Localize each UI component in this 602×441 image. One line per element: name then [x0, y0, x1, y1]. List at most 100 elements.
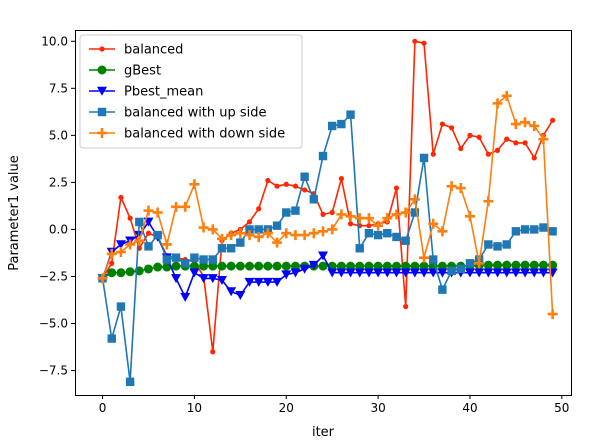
x-axis: 0 10 20 30 40 50	[99, 395, 569, 415]
data-point	[513, 140, 519, 146]
data-point	[226, 230, 237, 241]
data-point	[531, 155, 537, 161]
data-point	[217, 261, 227, 271]
data-point	[511, 227, 521, 236]
data-point	[327, 268, 338, 278]
data-point	[180, 201, 191, 212]
legend: balanced gBest Pbest_mean balanced with up …	[79, 34, 303, 149]
data-point	[364, 228, 374, 238]
data-point	[447, 266, 456, 276]
data-point	[116, 268, 126, 278]
data-point	[510, 268, 521, 278]
data-point	[520, 260, 530, 270]
data-point	[274, 183, 280, 189]
data-point	[493, 242, 502, 251]
y-tick-label: 0.0	[49, 222, 68, 236]
legend-box	[79, 34, 303, 149]
data-point	[262, 228, 273, 239]
data-point	[161, 239, 172, 250]
data-point	[272, 261, 282, 271]
data-point	[256, 206, 262, 212]
data-point	[107, 334, 116, 343]
data-point	[363, 213, 374, 224]
data-point	[181, 259, 190, 268]
data-point	[383, 228, 392, 238]
data-point	[485, 151, 491, 157]
data-point	[438, 285, 447, 294]
data-point	[464, 268, 475, 278]
data-point	[529, 268, 540, 278]
data-point	[504, 136, 510, 142]
data-point	[199, 255, 208, 264]
data-point	[189, 179, 200, 190]
data-point	[501, 268, 512, 278]
x-axis-label: iter	[312, 425, 335, 440]
data-point	[290, 261, 300, 271]
data-point	[392, 232, 401, 242]
legend-entry: balanced	[89, 43, 183, 58]
y-axis-label: Parameter1 value	[7, 155, 22, 271]
legend-marker	[99, 46, 105, 52]
data-point	[254, 261, 264, 271]
data-point	[125, 377, 135, 387]
series-balanced-with-up-side	[98, 110, 557, 387]
data-point	[327, 224, 338, 235]
data-point	[162, 262, 172, 272]
y-tick-label: 10.0	[41, 34, 68, 48]
data-point	[474, 268, 485, 278]
data-point	[346, 110, 355, 119]
data-point	[281, 261, 291, 271]
data-point	[109, 260, 115, 266]
data-point	[115, 240, 126, 250]
data-point	[520, 268, 531, 278]
data-point	[106, 248, 117, 259]
data-point	[208, 261, 218, 271]
data-point	[189, 261, 199, 271]
series-balanced-with-down-side	[97, 90, 558, 320]
data-point	[254, 225, 263, 234]
data-point	[345, 268, 356, 278]
data-point	[364, 261, 374, 271]
data-point	[382, 261, 392, 271]
data-point	[118, 194, 124, 201]
data-point	[437, 261, 447, 271]
data-point	[419, 268, 430, 278]
data-point	[529, 120, 540, 131]
data-point	[429, 255, 438, 264]
data-point	[236, 238, 245, 247]
data-point	[547, 309, 558, 320]
y-tick-label: −2.5	[39, 269, 68, 283]
data-point	[190, 253, 199, 262]
data-point	[290, 230, 301, 241]
data-point	[520, 117, 531, 128]
data-point	[465, 259, 475, 268]
data-point	[401, 261, 411, 271]
data-point	[171, 261, 181, 271]
plot-frame	[75, 30, 572, 396]
data-point	[189, 268, 200, 278]
legend-label: balanced	[124, 43, 183, 58]
data-point	[272, 277, 283, 287]
y-tick-label: −7.5	[39, 364, 68, 378]
data-point	[476, 134, 482, 140]
data-point	[467, 132, 473, 138]
data-point	[318, 151, 328, 161]
data-point	[391, 261, 401, 271]
data-point	[302, 187, 308, 193]
data-point	[337, 119, 346, 129]
data-point	[373, 230, 383, 240]
data-point	[162, 255, 172, 264]
data-point	[373, 268, 384, 278]
data-point	[419, 153, 429, 163]
data-point	[327, 121, 337, 131]
x-tick-label: 0	[99, 401, 107, 415]
x-tick-label: 20	[279, 401, 294, 415]
data-point	[145, 230, 152, 236]
data-point	[292, 183, 299, 189]
data-point	[345, 211, 356, 222]
data-point	[152, 207, 163, 218]
data-point	[421, 40, 427, 46]
data-point	[502, 240, 511, 249]
data-point	[391, 209, 402, 220]
